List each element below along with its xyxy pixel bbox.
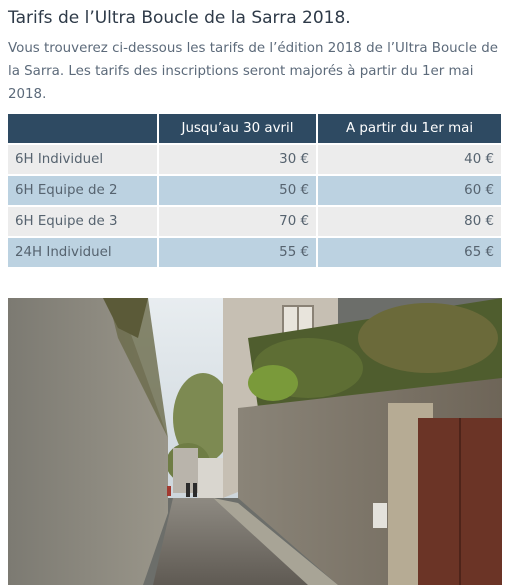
left-wall xyxy=(8,298,168,585)
price-early: 70 € xyxy=(158,206,318,238)
header-cell-empty xyxy=(8,114,159,145)
price-early: 50 € xyxy=(158,175,318,207)
row-label: 6H Equipe de 2 xyxy=(8,175,159,207)
distant-trees xyxy=(173,373,233,463)
price-early: 30 € xyxy=(158,144,318,176)
row-label: 6H Equipe de 3 xyxy=(8,206,159,238)
table-row: 6H Individuel 30 € 40 € xyxy=(8,144,501,176)
cobblestone-road xyxy=(153,498,308,585)
pedestrian xyxy=(186,483,190,497)
table-row: 6H Equipe de 3 70 € 80 € xyxy=(8,206,501,238)
row-label: 24H Individuel xyxy=(8,237,159,269)
intro-paragraph: Vous trouverez ci-dessous les tarifs de … xyxy=(8,41,498,102)
price-late: 60 € xyxy=(317,175,501,207)
price-late: 80 € xyxy=(317,206,501,238)
price-late: 65 € xyxy=(317,237,501,269)
price-early: 55 € xyxy=(158,237,318,269)
table-row: 24H Individuel 55 € 65 € xyxy=(8,237,501,269)
header-cell-early: Jusqu’au 30 avril xyxy=(158,114,318,145)
alley-illustration xyxy=(8,298,502,585)
page-title: Tarifs de l’Ultra Boucle de la Sarra 201… xyxy=(8,8,351,28)
table-row: 6H Equipe de 2 50 € 60 € xyxy=(8,175,501,207)
header-cell-late: A partir du 1er mai xyxy=(317,114,501,145)
price-late: 40 € xyxy=(317,144,501,176)
row-label: 6H Individuel xyxy=(8,144,159,176)
street-photo xyxy=(8,298,502,585)
pricing-table: Jusqu’au 30 avril A partir du 1er mai 6H… xyxy=(8,114,501,269)
table-header-row: Jusqu’au 30 avril A partir du 1er mai xyxy=(8,114,501,145)
